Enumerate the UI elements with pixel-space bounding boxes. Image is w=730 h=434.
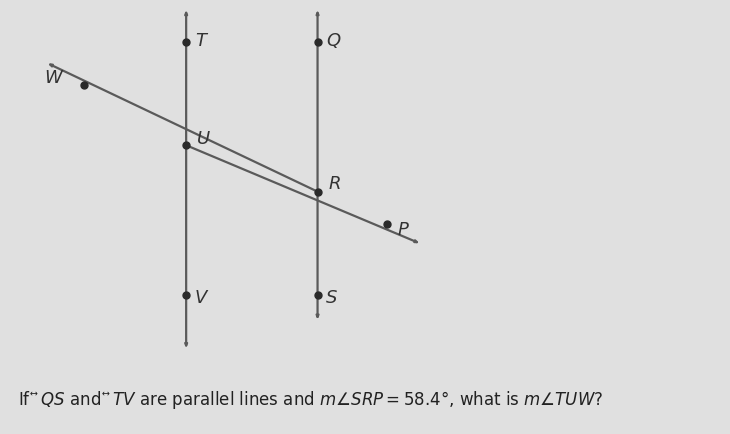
Text: V: V [195,288,207,306]
Text: If $\overleftrightarrow{QS}$ and $\overleftrightarrow{TV}$ are parallel lines an: If $\overleftrightarrow{QS}$ and $\overl… [18,388,604,410]
Text: U: U [197,130,210,148]
Text: T: T [195,32,206,50]
Text: Q: Q [326,32,340,50]
Text: W: W [44,69,61,87]
Text: P: P [398,220,409,239]
Text: S: S [326,288,338,306]
Text: R: R [328,174,341,192]
